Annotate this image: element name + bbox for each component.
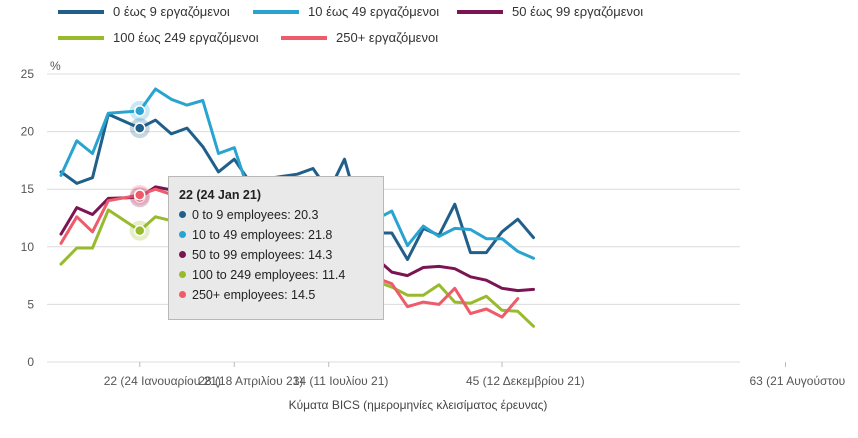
y-tick-label: 5 xyxy=(27,297,34,311)
series-dot-icon xyxy=(179,231,186,239)
legend-label: 50 έως 99 εργαζόμενοι xyxy=(512,4,643,19)
tooltip-row-label: 10 to 49 employees: 21.8 xyxy=(192,228,333,242)
tooltip-title: 22 (24 Jan 21) xyxy=(179,188,261,202)
tooltip-row-label: 50 to 99 employees: 14.3 xyxy=(192,248,333,262)
data-point-marker xyxy=(134,224,146,237)
series-dot-icon xyxy=(179,291,186,299)
gridlines xyxy=(47,73,740,363)
data-point-marker xyxy=(134,105,146,117)
data-point-marker xyxy=(134,189,146,201)
data-tooltip: 22 (24 Jan 21) 0 to 9 employees: 20.3 10… xyxy=(168,176,384,320)
legend-label: 100 έως 249 εργαζόμενοι xyxy=(113,30,259,45)
tooltip-row-label: 250+ employees: 14.5 xyxy=(192,288,316,302)
x-axis: 22 (24 Ιανουαρίου 21)28 (18 Απριλίου 21)… xyxy=(104,362,845,388)
series-dot-icon xyxy=(179,271,186,279)
tooltip-row: 0 to 9 employees: 20.3 xyxy=(179,205,373,225)
series-line xyxy=(59,112,535,261)
tooltip-row: 100 to 249 employees: 11.4 xyxy=(179,265,373,285)
y-tick-label: 15 xyxy=(21,182,35,196)
y-tick-label: 0 xyxy=(27,355,34,369)
tooltip-row: 250+ employees: 14.5 xyxy=(179,285,373,305)
data-point-marker xyxy=(134,122,146,134)
x-tick-label: 34 (11 Ιουλίου 21) xyxy=(293,374,389,388)
hover-markers xyxy=(129,100,150,241)
y-tick-label: 20 xyxy=(21,125,35,139)
tooltip-row: 50 to 99 employees: 14.3 xyxy=(179,245,373,265)
legend-label: 0 έως 9 εργαζόμενοι xyxy=(113,4,230,19)
x-tick-label: 28 (18 Απριλίου 21) xyxy=(198,374,303,388)
legend-label: 250+ εργαζόμενοι xyxy=(336,30,438,45)
legend-label: 10 έως 49 εργαζόμενοι xyxy=(308,4,439,19)
tooltip-row-label: 0 to 9 employees: 20.3 xyxy=(192,208,319,222)
x-tick-label: 45 (12 Δεκεμβρίου 21) xyxy=(466,374,585,388)
y-tick-label: 10 xyxy=(21,240,35,254)
x-tick-label: 22 (24 Ιανουαρίου 21) xyxy=(104,374,221,388)
y-tick-label: 25 xyxy=(21,67,35,81)
tooltip-row: 10 to 49 employees: 21.8 xyxy=(179,225,373,245)
y-axis: 0 5 10 15 20 25 xyxy=(21,67,35,369)
x-tick-label: 63 (21 Αυγούστου xyxy=(750,374,846,388)
series-dot-icon xyxy=(179,251,186,259)
legend: 0 έως 9 εργαζόμενοι 10 έως 49 εργαζόμενοι… xyxy=(58,4,643,45)
x-axis-title: Κύματα BICS (ημερομηνίες κλεισίματος έρε… xyxy=(289,398,548,412)
y-axis-unit-label: % xyxy=(50,59,61,73)
series-dot-icon xyxy=(179,211,186,219)
tooltip-row-label: 100 to 249 employees: 11.4 xyxy=(192,268,346,282)
